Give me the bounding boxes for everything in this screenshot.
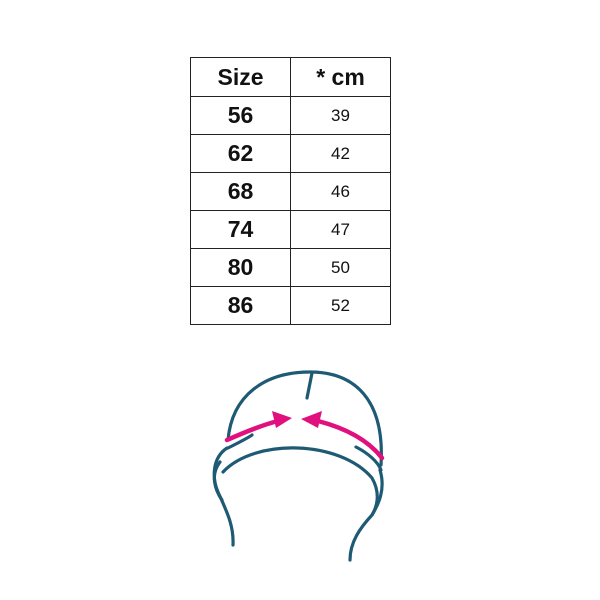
hat-brim-outer-left	[212, 460, 224, 502]
cm-cell: 52	[290, 286, 391, 325]
hat-dome-outline	[226, 370, 383, 467]
arrow-right-head	[301, 411, 322, 428]
cm-cell: 47	[290, 210, 391, 249]
arrow-left-head	[272, 411, 292, 428]
head-right-side	[348, 468, 384, 562]
size-cell: 86	[190, 286, 291, 325]
arrow-right-shaft	[315, 418, 385, 461]
size-table: Size * cm 56 39 62 42 68 46 74 47 80 50 86 52	[190, 57, 391, 325]
hat-brim-inner	[221, 446, 379, 517]
header-cm: * cm	[290, 57, 391, 97]
table-row: 80 50	[190, 248, 391, 287]
hat-seam	[305, 371, 314, 400]
size-cell: 56	[190, 96, 291, 135]
size-cell: 68	[190, 172, 291, 211]
hat-fold-right	[354, 445, 383, 472]
size-cell: 74	[190, 210, 291, 249]
table-row: 74 47	[190, 210, 391, 249]
size-cell: 80	[190, 248, 291, 287]
cm-cell: 50	[290, 248, 391, 287]
table-row: 68 46	[190, 172, 391, 211]
arrow-left-shaft	[224, 418, 281, 443]
table-row: 86 52	[190, 286, 391, 325]
hat-fold-left	[226, 433, 254, 450]
cm-cell: 42	[290, 134, 391, 173]
table-header-row: Size * cm	[190, 57, 391, 97]
header-size: Size	[190, 57, 291, 97]
head-left-side	[212, 446, 235, 547]
